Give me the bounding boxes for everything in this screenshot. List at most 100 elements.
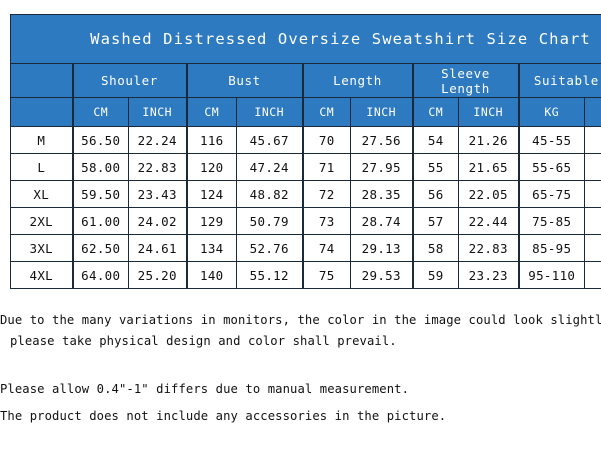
cell-bust-cm: 124 [185, 180, 237, 208]
cell-sleeve-cm: 54 [411, 126, 459, 154]
cell-shoulder-cm: 59.50 [71, 180, 129, 208]
cell-shoulder-inch: 22.83 [128, 153, 187, 181]
group-header-row: Shouler Bust Length Sleeve Length Suitab… [10, 63, 601, 98]
unit-weight-kg: KG [517, 97, 585, 127]
unit-header-row: CM INCH CM INCH CM INCH CM INCH KG POUND [10, 97, 601, 127]
note-color-variation-line-1: Due to the many variations in monitors, … [0, 313, 601, 327]
cell-sleeve-inch: 23.23 [458, 261, 519, 289]
cell-size: L [10, 153, 73, 181]
cell-weight-kg: 45-55 [517, 126, 585, 154]
cell-bust-inch: 55.12 [236, 261, 303, 289]
cell-length-cm: 70 [301, 126, 351, 154]
cell-shoulder-cm: 61.00 [71, 207, 129, 235]
cell-length-cm: 73 [301, 207, 351, 235]
cell-size: 3XL [10, 234, 73, 262]
table-row: L 58.00 22.83 120 47.24 71 27.95 55 21.6… [10, 153, 601, 181]
cell-length-cm: 75 [301, 261, 351, 289]
cell-weight-kg: 85-95 [517, 234, 585, 262]
cell-size: 4XL [10, 261, 73, 289]
size-chart-container: Washed Distressed Oversize Sweatshirt Si… [9, 14, 601, 289]
chart-title: Washed Distressed Oversize Sweatshirt Si… [9, 14, 601, 64]
cell-weight-kg: 55-65 [517, 153, 585, 181]
group-header-length: Length [301, 63, 413, 98]
cell-length-inch: 27.56 [350, 126, 413, 154]
cell-length-inch: 27.95 [350, 153, 413, 181]
cell-length-cm: 74 [301, 234, 351, 262]
note-accessories-excluded: The product does not include any accesso… [0, 409, 447, 423]
cell-weight-kg: 75-85 [517, 207, 585, 235]
table-row: M 56.50 22.24 116 45.67 70 27.56 54 21.2… [10, 126, 601, 154]
cell-shoulder-inch: 24.61 [128, 234, 187, 262]
unit-bust-cm: CM [185, 97, 237, 127]
cell-shoulder-cm: 62.50 [71, 234, 129, 262]
cell-shoulder-cm: 64.00 [71, 261, 129, 289]
cell-weight-kg: 65-75 [517, 180, 585, 208]
cell-sleeve-inch: 22.05 [458, 180, 519, 208]
cell-bust-inch: 52.76 [236, 234, 303, 262]
unit-corner-cell [10, 97, 73, 127]
cell-weight-pound: 143-165 [583, 180, 601, 208]
cell-weight-pound: 121-143 [583, 153, 601, 181]
cell-sleeve-cm: 57 [411, 207, 459, 235]
cell-sleeve-cm: 56 [411, 180, 459, 208]
cell-shoulder-cm: 58.00 [71, 153, 129, 181]
group-header-shoulder: Shouler [71, 63, 187, 98]
cell-shoulder-inch: 23.43 [128, 180, 187, 208]
unit-sleeve-cm: CM [411, 97, 459, 127]
cell-sleeve-inch: 22.44 [458, 207, 519, 235]
cell-bust-cm: 129 [185, 207, 237, 235]
unit-sleeve-inch: INCH [458, 97, 519, 127]
unit-length-cm: CM [301, 97, 351, 127]
cell-sleeve-cm: 59 [411, 261, 459, 289]
cell-weight-pound: 187-209 [583, 234, 601, 262]
cell-size: M [10, 126, 73, 154]
group-header-bust: Bust [185, 63, 303, 98]
group-header-suitable-weight: Suitable Weight [517, 63, 601, 98]
cell-length-inch: 29.13 [350, 234, 413, 262]
cell-size: 2XL [10, 207, 73, 235]
cell-bust-inch: 50.79 [236, 207, 303, 235]
unit-bust-inch: INCH [236, 97, 303, 127]
cell-sleeve-inch: 22.83 [458, 234, 519, 262]
cell-length-inch: 28.35 [350, 180, 413, 208]
size-chart-table: Washed Distressed Oversize Sweatshirt Si… [9, 14, 601, 289]
cell-bust-cm: 140 [185, 261, 237, 289]
chart-title-row: Washed Distressed Oversize Sweatshirt Si… [9, 14, 601, 64]
cell-weight-pound: 209-243 [583, 261, 601, 289]
note-color-variation-line-2: please take physical design and color sh… [10, 334, 397, 348]
table-row: 4XL 64.00 25.20 140 55.12 75 29.53 59 23… [10, 261, 601, 289]
unit-shoulder-cm: CM [71, 97, 129, 127]
table-row: 2XL 61.00 24.02 129 50.79 73 28.74 57 22… [10, 207, 601, 235]
cell-sleeve-cm: 55 [411, 153, 459, 181]
cell-shoulder-inch: 25.20 [128, 261, 187, 289]
cell-weight-pound: 99-121 [583, 126, 601, 154]
group-header-sleeve-length: Sleeve Length [411, 63, 519, 98]
cell-sleeve-inch: 21.65 [458, 153, 519, 181]
cell-weight-pound: 165-187 [583, 207, 601, 235]
table-row: 3XL 62.50 24.61 134 52.76 74 29.13 58 22… [10, 234, 601, 262]
cell-bust-inch: 47.24 [236, 153, 303, 181]
size-column-header [10, 63, 73, 98]
cell-size: XL [10, 180, 73, 208]
cell-length-inch: 28.74 [350, 207, 413, 235]
unit-shoulder-inch: INCH [128, 97, 187, 127]
table-row: XL 59.50 23.43 124 48.82 72 28.35 56 22.… [10, 180, 601, 208]
cell-bust-cm: 120 [185, 153, 237, 181]
note-measurement-tolerance: Please allow 0.4"-1" differs due to manu… [0, 382, 410, 396]
cell-length-cm: 71 [301, 153, 351, 181]
cell-bust-inch: 48.82 [236, 180, 303, 208]
cell-shoulder-cm: 56.50 [71, 126, 129, 154]
cell-bust-cm: 134 [185, 234, 237, 262]
cell-length-inch: 29.53 [350, 261, 413, 289]
unit-weight-pound: POUND [583, 97, 601, 127]
disclaimer-notes: Due to the many variations in monitors, … [0, 312, 601, 425]
cell-sleeve-cm: 58 [411, 234, 459, 262]
cell-sleeve-inch: 21.26 [458, 126, 519, 154]
cell-length-cm: 72 [301, 180, 351, 208]
unit-length-inch: INCH [350, 97, 413, 127]
cell-bust-cm: 116 [185, 126, 237, 154]
cell-shoulder-inch: 22.24 [128, 126, 187, 154]
cell-shoulder-inch: 24.02 [128, 207, 187, 235]
cell-weight-kg: 95-110 [517, 261, 585, 289]
